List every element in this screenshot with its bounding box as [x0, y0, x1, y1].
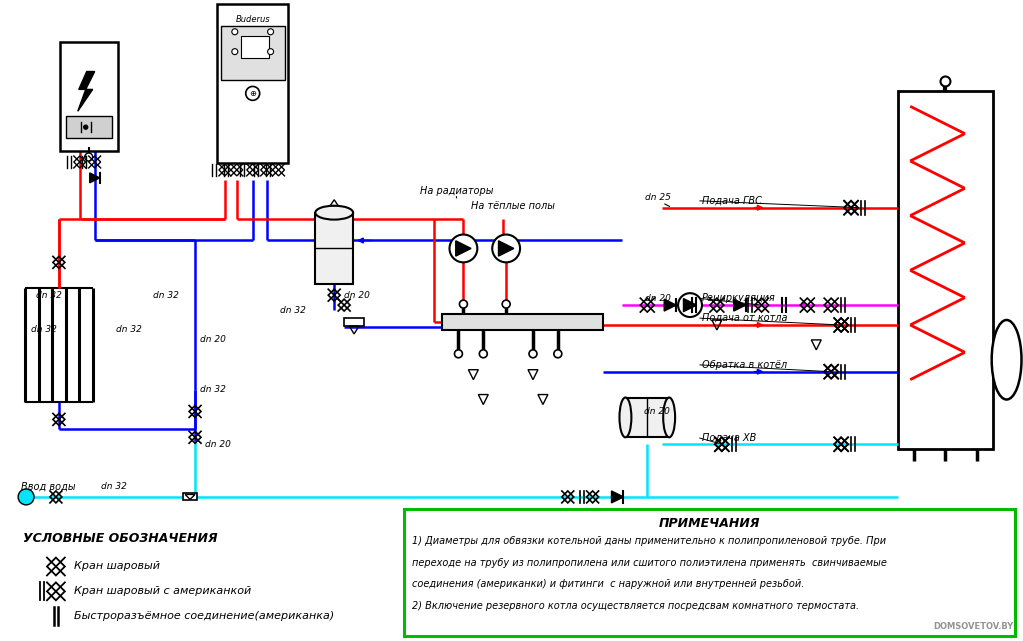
Text: Подача от котла: Подача от котла — [702, 313, 788, 323]
Text: Кран шаровый: Кран шаровый — [74, 562, 160, 572]
Bar — [898, 92, 992, 449]
Circle shape — [502, 300, 510, 308]
Circle shape — [529, 350, 537, 358]
Text: переходе на трубу из полипропилена или сшитого полиэтилена применять  свинчиваем: переходе на трубу из полипропилена или с… — [411, 558, 887, 567]
Circle shape — [268, 29, 273, 35]
Text: На тёплые полы: На тёплые полы — [472, 201, 555, 211]
Circle shape — [268, 49, 273, 54]
Circle shape — [232, 29, 237, 35]
Polygon shape — [683, 299, 697, 312]
Text: Buderus: Buderus — [235, 15, 270, 24]
Bar — [344, 318, 364, 326]
Circle shape — [454, 350, 462, 358]
Bar — [442, 314, 603, 330]
Text: 2) Включение резервного котла осуществляется посредсвам комнатного термостата.: 2) Включение резервного котла осуществля… — [411, 601, 859, 612]
Circle shape — [678, 293, 702, 317]
Polygon shape — [498, 241, 514, 256]
Polygon shape — [90, 173, 99, 183]
Bar — [625, 397, 669, 437]
Polygon shape — [612, 491, 623, 503]
Polygon shape — [78, 72, 95, 112]
Text: Подача ХВ: Подача ХВ — [702, 432, 756, 442]
Text: УСЛОВНЫЕ ОБОЗНАЧЕНИЯ: УСЛОВНЫЕ ОБОЗНАЧЕНИЯ — [24, 532, 218, 545]
Circle shape — [492, 235, 520, 262]
Bar — [183, 494, 197, 501]
Text: dn 25: dn 25 — [646, 193, 671, 203]
Text: dn 32: dn 32 — [100, 483, 127, 492]
Text: dn 32: dn 32 — [279, 306, 306, 315]
Text: Кран шаровый с американкой: Кран шаровый с американкой — [74, 587, 251, 596]
Bar — [221, 26, 284, 81]
Circle shape — [18, 489, 34, 505]
Bar — [65, 116, 112, 138]
Text: dn 32: dn 32 — [116, 326, 141, 335]
Text: dn 20: dn 20 — [644, 407, 670, 416]
Text: Обратка в котёл: Обратка в котёл — [702, 360, 787, 370]
Text: На радиаторы: На радиаторы — [419, 186, 493, 196]
Text: Ввод воды: Ввод воды — [21, 482, 76, 492]
Bar — [217, 4, 288, 163]
Text: dn 20: dn 20 — [201, 335, 226, 344]
Text: dn 32: dn 32 — [153, 290, 179, 299]
Text: Подача ГВС: Подача ГВС — [702, 196, 762, 206]
Text: dn 32: dn 32 — [36, 290, 62, 299]
Circle shape — [553, 350, 562, 358]
Ellipse shape — [663, 397, 675, 437]
Ellipse shape — [315, 206, 353, 220]
Text: Быстроразъёмное соединение(американка): Быстроразъёмное соединение(американка) — [74, 612, 335, 621]
Text: соединения (американки) и фитинги  с наружной или внутренней резьбой.: соединения (американки) и фитинги с нару… — [411, 579, 804, 589]
Circle shape — [84, 125, 88, 129]
Circle shape — [232, 49, 237, 54]
Polygon shape — [733, 299, 746, 311]
Circle shape — [246, 87, 260, 101]
Text: dn 20: dn 20 — [646, 294, 671, 303]
Polygon shape — [456, 241, 471, 256]
Circle shape — [480, 350, 487, 358]
Polygon shape — [664, 299, 676, 311]
Ellipse shape — [620, 397, 631, 437]
Circle shape — [940, 76, 950, 87]
Text: dn 32: dn 32 — [31, 326, 57, 335]
Text: dn 20: dn 20 — [205, 440, 231, 449]
Circle shape — [85, 153, 93, 161]
Text: dn 20: dn 20 — [344, 290, 370, 299]
Text: 1) Диаметры для обвязки котельной даны применительно к полипропиленовой трубе. П: 1) Диаметры для обвязки котельной даны п… — [411, 536, 886, 545]
Bar — [315, 213, 353, 284]
Text: DOMSOVETOV.BY: DOMSOVETOV.BY — [933, 622, 1013, 631]
Text: ПРИМЕЧАНИЯ: ПРИМЕЧАНИЯ — [659, 517, 760, 530]
Text: Рециркуляция: Рециркуляция — [702, 293, 775, 303]
Bar — [240, 36, 269, 58]
Text: dn 32: dn 32 — [201, 385, 226, 394]
Ellipse shape — [991, 320, 1022, 399]
Bar — [404, 509, 1015, 636]
Bar — [60, 42, 118, 151]
Circle shape — [459, 300, 468, 308]
Text: ⊕: ⊕ — [250, 89, 256, 98]
Circle shape — [449, 235, 478, 262]
